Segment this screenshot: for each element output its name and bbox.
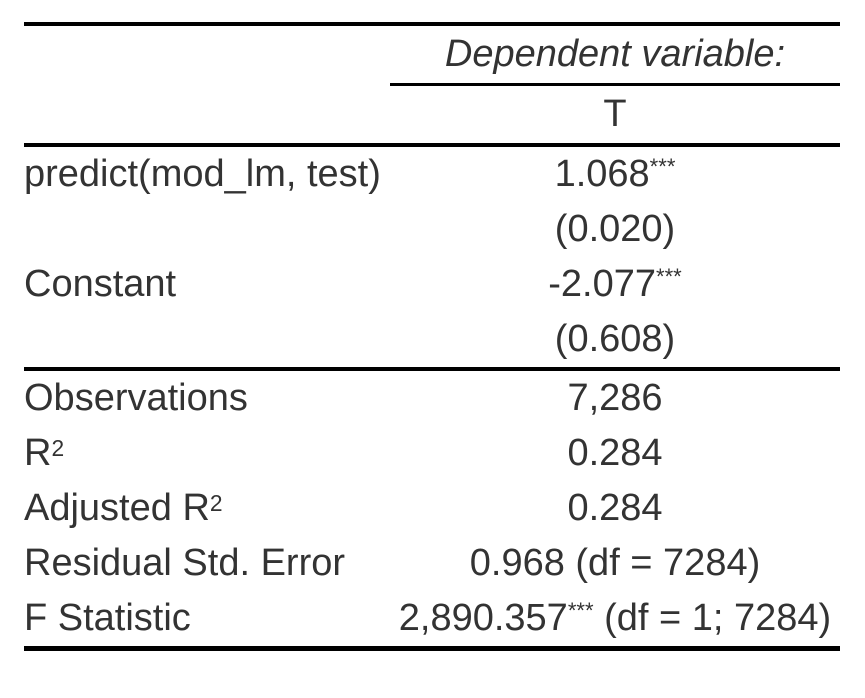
table-row-coefficient: predict(mod_lm, test) 1.068*** (24, 145, 840, 202)
dependent-variable-header: Dependent variable: (390, 24, 840, 86)
table-row-statistic: Adjusted R2 0.284 (24, 481, 840, 536)
coefficient-std-error: (0.608) (390, 312, 840, 371)
table-row-statistic: F Statistic 2,890.357*** (df = 1; 7284) (24, 591, 840, 649)
coefficient-std-error: (0.020) (554, 208, 676, 250)
table-row-column-label: T (24, 84, 840, 147)
statistic-label: R (24, 432, 52, 474)
empty-cell (24, 24, 390, 85)
table-row-std-error: (0.020) (24, 202, 840, 257)
statistic-label: Adjusted R (24, 487, 210, 529)
coefficient-estimate: -2.077 (548, 263, 656, 305)
coefficient-label: Constant (24, 263, 177, 305)
regression-table: Dependent variable: T predict(mod_lm, te… (24, 22, 840, 651)
statistic-label-cell: Adjusted R2 (24, 481, 390, 536)
table-row-coefficient: Constant -2.077*** (24, 257, 840, 312)
table-row-dependent-variable: Dependent variable: (24, 24, 840, 86)
coefficient-label: predict(mod_lm, test) (24, 153, 381, 195)
statistic-value-cell: 2,890.357*** (df = 1; 7284) (390, 591, 840, 649)
column-header-t: T (390, 84, 840, 147)
coefficient-estimate-cell: 1.068*** (390, 145, 840, 202)
statistic-value: 0.284 (567, 432, 663, 474)
coefficient-estimate-cell: -2.077*** (390, 257, 840, 312)
empty-cell (24, 84, 390, 147)
coefficient-estimate: 1.068 (554, 153, 650, 195)
table-row-statistic: Observations 7,286 (24, 369, 840, 426)
statistic-value: 7,286 (567, 377, 663, 419)
statistic-label: F Statistic (24, 597, 191, 639)
significance-stars: *** (567, 597, 594, 623)
superscript-two: 2 (209, 489, 223, 516)
statistic-label-cell: R2 (24, 426, 390, 481)
table-row-statistic: Residual Std. Error 0.968 (df = 7284) (24, 536, 840, 591)
f-statistic-df: (df = 1; 7284) (593, 597, 832, 639)
empty-cell (24, 312, 390, 371)
significance-stars: *** (656, 263, 682, 289)
significance-stars: *** (649, 153, 676, 179)
table-row-std-error: (0.608) (24, 312, 840, 371)
superscript-two: 2 (51, 434, 65, 461)
table-row-statistic: R2 0.284 (24, 426, 840, 481)
statistic-value: 0.968 (df = 7284) (469, 542, 761, 584)
statistic-value: 0.284 (567, 487, 663, 529)
empty-cell (24, 202, 390, 257)
f-statistic-value: 2,890.357 (398, 597, 568, 639)
statistic-label: Observations (24, 377, 248, 419)
statistic-label: Residual Std. Error (24, 542, 346, 584)
